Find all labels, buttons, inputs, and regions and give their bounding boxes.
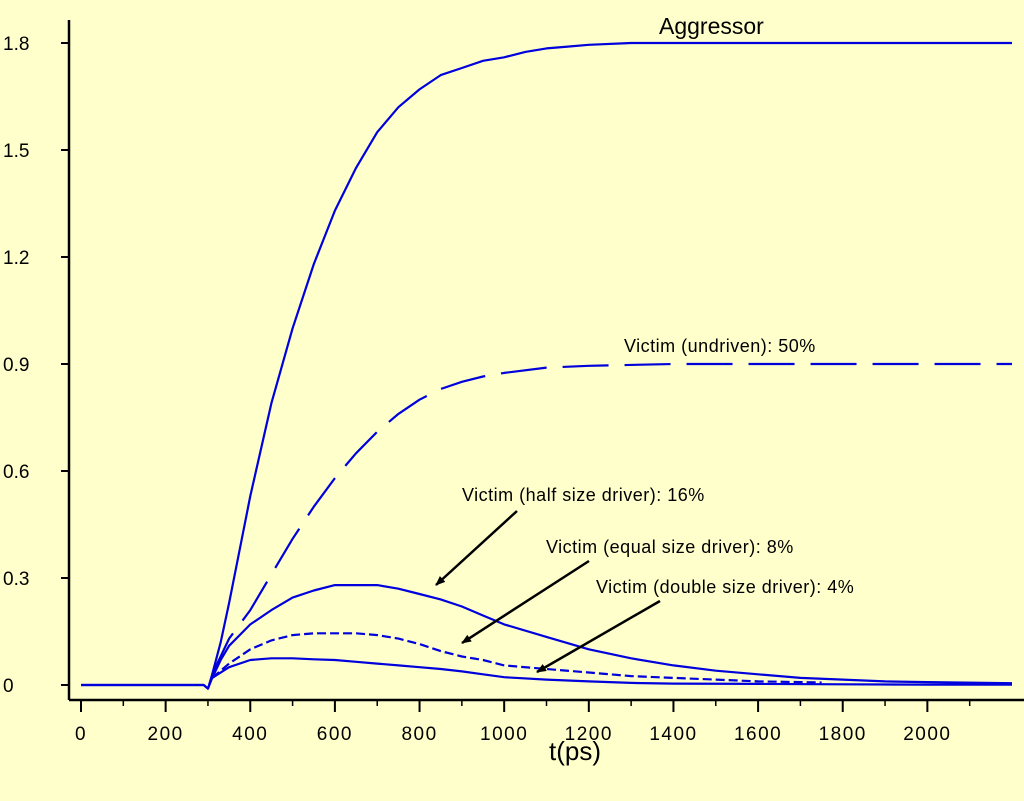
x-tick-label: 400 bbox=[232, 724, 268, 745]
undriven-label: Victim (undriven): 50% bbox=[624, 336, 816, 356]
aggressor-label: Aggressor bbox=[659, 13, 764, 39]
x-tick-label: 1200 bbox=[565, 724, 613, 745]
series-line-1 bbox=[81, 41, 1012, 690]
x-tick-label: 2000 bbox=[903, 724, 951, 745]
series-line-2 bbox=[211, 362, 1012, 675]
x-tick-label: 1800 bbox=[819, 724, 867, 745]
y-tick-label: 0.9 bbox=[3, 355, 29, 376]
half-driver-arrow bbox=[435, 510, 518, 586]
double-driver-arrow bbox=[536, 599, 661, 674]
x-tick-label: 0 bbox=[75, 724, 87, 745]
axes: 0 0.3 0.6 0.9 1.2 1.5 1.8 0 200 400 600 800 1000 1200… bbox=[3, 20, 1024, 745]
y-tick-label: 1.8 bbox=[3, 34, 29, 55]
annotations: Aggressor Victim (undriven): 50% Victim … bbox=[435, 13, 854, 674]
x-tick-label: 1400 bbox=[649, 724, 697, 745]
x-tick-label: 600 bbox=[317, 724, 353, 745]
series-line-5 bbox=[211, 657, 1012, 686]
series-line-4 bbox=[211, 632, 822, 684]
double-driver-label: Victim (double size driver): 4% bbox=[596, 577, 854, 597]
equal-driver-arrow bbox=[461, 559, 590, 645]
x-tick-label: 1600 bbox=[734, 724, 782, 745]
equal-driver-label: Victim (equal size driver): 8% bbox=[546, 537, 794, 557]
half-driver-label: Victim (half size driver): 16% bbox=[462, 485, 705, 505]
y-tick-label: 0 bbox=[3, 676, 14, 697]
x-tick-label: 1000 bbox=[480, 724, 528, 745]
y-tick-label: 0.6 bbox=[3, 462, 29, 483]
plot-area bbox=[81, 41, 1013, 690]
y-tick-label: 0.3 bbox=[3, 569, 29, 590]
y-tick-label: 1.2 bbox=[3, 248, 29, 269]
series-line-3 bbox=[81, 583, 1013, 690]
x-tick-label: 800 bbox=[401, 724, 437, 745]
x-tick-label: 200 bbox=[148, 724, 184, 745]
x-axis-title: t(ps) bbox=[549, 736, 601, 766]
y-tick-label: 1.5 bbox=[3, 141, 29, 162]
